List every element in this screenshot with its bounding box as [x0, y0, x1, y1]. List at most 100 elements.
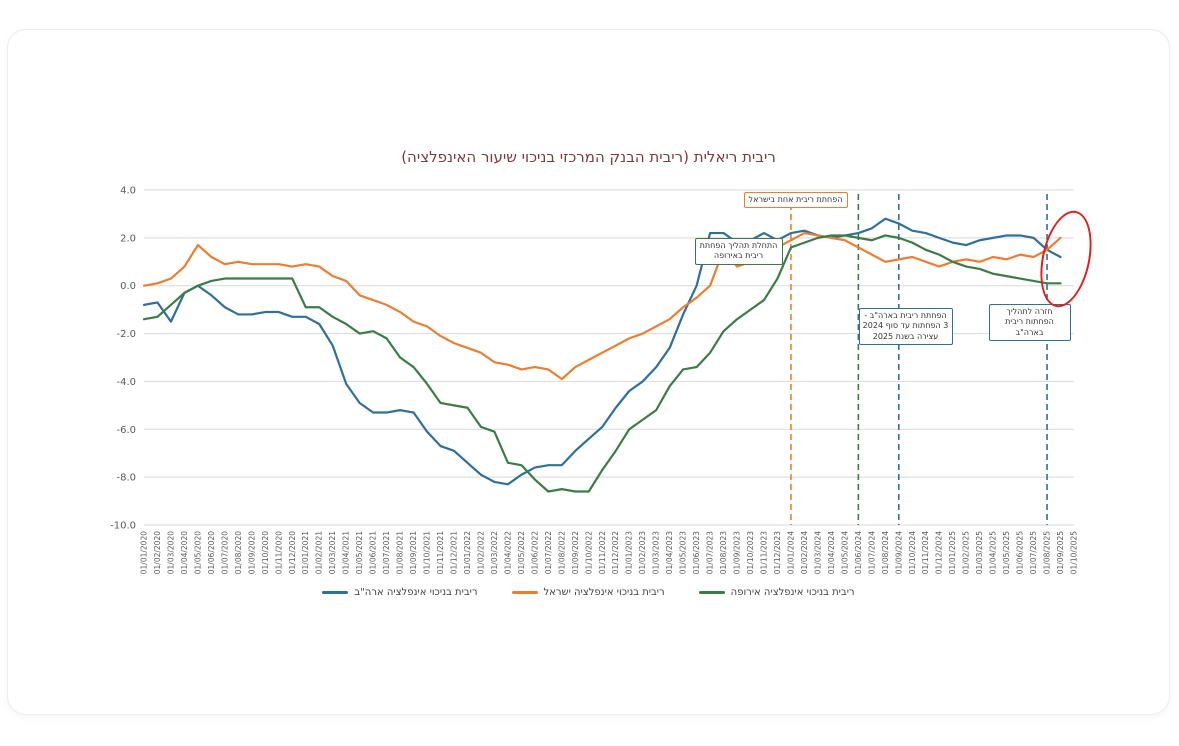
x-axis-tick: 01/10/2021	[422, 531, 431, 574]
x-axis-tick: 01/04/2020	[179, 531, 188, 574]
x-axis-tick: 01/07/2021	[382, 531, 391, 574]
series-line-israel	[142, 231, 1062, 381]
x-axis-tick: 01/07/2022	[543, 531, 552, 574]
x-axis-tick: 01/08/2020	[233, 531, 242, 574]
x-axis-tick: 01/09/2022	[570, 531, 579, 574]
y-axis-tick: -8.0	[116, 473, 136, 484]
legend-label-us: ריבית בניכוי אינפלציה ארה"ב	[354, 587, 478, 598]
x-axis-tick: 01/12/2024	[934, 531, 943, 574]
y-axis-tick: -6.0	[116, 425, 136, 436]
x-axis-tick: 01/09/2024	[894, 531, 903, 574]
x-axis-tick: 01/02/2023	[638, 531, 647, 574]
plot-wrap: 4.0 2.0 0.0 -2.0 -4.0 -6.0 -8.0 -10.0 01/01/2020…	[89, 180, 1100, 605]
x-axis-tick: 01/11/2023	[759, 531, 768, 574]
israel-line-marker-icon	[511, 591, 538, 594]
x-axis-tick: 01/10/2020	[260, 531, 269, 574]
x-axis-tick: 01/01/2023	[624, 531, 633, 574]
x-axis-tick: 01/07/2023	[705, 531, 714, 574]
x-axis-tick: 01/05/2023	[678, 531, 687, 574]
y-axis-tick: -10.0	[110, 521, 136, 532]
annotation-israel-rate-cut: הפחתת ריבית אחת בישראל	[743, 192, 848, 209]
us-line-marker-icon	[322, 591, 349, 594]
x-axis-tick: 01/06/2024	[853, 531, 862, 574]
y-axis-tick: 2.0	[120, 233, 136, 244]
line-chart: 4.0 2.0 0.0 -2.0 -4.0 -6.0 -8.0 -10.001/01/2020…	[110, 186, 1078, 575]
x-axis-tick: 01/11/2024	[921, 531, 930, 574]
x-axis-tick: 01/04/2021	[341, 531, 350, 574]
x-axis-tick: 01/10/2022	[584, 531, 593, 574]
x-axis-tick: 01/09/2021	[409, 531, 418, 574]
legend-label-israel: ריבית בניכוי אינפלציה ישראל	[543, 587, 665, 598]
x-axis-tick: 01/03/2022	[489, 531, 498, 574]
legend-item-israel: ריבית בניכוי אינפלציה ישראל	[511, 587, 665, 598]
x-axis-tick: 01/05/2024	[840, 531, 849, 574]
x-axis-tick: 01/05/2020	[193, 531, 202, 574]
x-axis-tick: 01/08/2021	[395, 531, 404, 574]
y-axis-tick: 4.0	[120, 186, 136, 197]
x-axis-tick: 01/10/2023	[746, 531, 755, 574]
x-axis-tick: 01/12/2022	[611, 531, 620, 574]
x-axis-tick: 01/08/2022	[557, 531, 566, 574]
y-axis-tick: -4.0	[116, 377, 136, 388]
x-axis-tick: 01/11/2022	[597, 531, 606, 574]
x-axis-tick: 01/07/2025	[1029, 531, 1038, 574]
chart-legend: ריבית בניכוי אינפלציה ארה"ב ריבית בניכוי…	[89, 587, 1089, 598]
x-axis-tick: 01/07/2020	[220, 531, 229, 574]
x-axis-tick: 01/11/2020	[274, 531, 283, 574]
x-axis-tick: 01/08/2025	[1042, 531, 1051, 574]
x-axis-tick: 01/12/2020	[287, 531, 296, 574]
x-axis-tick: 01/09/2025	[1056, 531, 1065, 574]
x-axis-tick: 01/04/2023	[665, 531, 674, 574]
x-axis-tick: 01/05/2021	[355, 531, 364, 574]
x-axis-tick: 01/01/2020	[139, 531, 148, 574]
x-axis-tick: 01/08/2023	[719, 531, 728, 574]
page-card: ריבית ריאלית (ריבית הבנק המרכזי בניכוי ש…	[8, 30, 1169, 714]
legend-label-europe: ריבית בניכוי אינפלציה אירופה	[730, 587, 855, 598]
x-axis-tick: 01/04/2025	[988, 531, 997, 574]
x-axis-tick: 01/06/2023	[692, 531, 701, 574]
x-axis-tick: 01/09/2023	[732, 531, 741, 574]
x-axis-tick: 01/03/2021	[328, 531, 337, 574]
x-axis-tick: 01/03/2023	[651, 531, 660, 574]
chart-area: ריבית ריאלית (ריבית הבנק המרכזי בניכוי ש…	[89, 30, 1100, 598]
annotation-us-rate-cuts-return: חזרה לתהליך הפחתות ריבית בארה"ב	[988, 304, 1071, 342]
x-axis-tick: 01/06/2022	[530, 531, 539, 574]
x-axis-tick: 01/05/2025	[1002, 531, 1011, 574]
x-axis-tick: 01/02/2020	[152, 531, 161, 574]
x-axis-tick: 01/01/2022	[462, 531, 471, 574]
x-axis-tick: 01/02/2025	[961, 531, 970, 574]
x-axis-tick: 01/05/2022	[516, 531, 525, 574]
annotation-us-rate-cuts-2024: הפחתת ריבית בארה"ב - 3 הפחתות עד סוף 202…	[858, 308, 953, 346]
x-axis-tick: 01/04/2022	[503, 531, 512, 574]
x-axis-tick: 01/02/2024	[799, 531, 808, 574]
x-axis-tick: 01/03/2020	[166, 531, 175, 574]
x-axis-tick: 01/10/2024	[907, 531, 916, 574]
x-axis-tick: 01/08/2024	[880, 531, 889, 574]
chart-title: ריבית ריאלית (ריבית הבנק המרכזי בניכוי ש…	[401, 148, 776, 166]
x-axis-tick: 01/07/2024	[867, 531, 876, 574]
x-axis-tick: 01/04/2024	[826, 531, 835, 574]
x-axis-tick: 01/12/2023	[772, 531, 781, 574]
x-axis-tick: 01/03/2025	[975, 531, 984, 574]
x-axis-tick: 01/02/2022	[476, 531, 485, 574]
legend-item-us: ריבית בניכוי אינפלציה ארה"ב	[322, 587, 478, 598]
x-axis-tick: 01/01/2024	[786, 531, 795, 574]
y-axis-tick: 0.0	[120, 281, 136, 292]
x-axis-tick: 01/10/2025	[1069, 531, 1078, 574]
x-axis-tick: 01/02/2021	[314, 531, 323, 574]
x-axis-tick: 01/06/2025	[1015, 531, 1024, 574]
x-axis-tick: 01/06/2020	[206, 531, 215, 574]
x-axis-tick: 01/01/2021	[301, 531, 310, 574]
x-axis-tick: 01/01/2025	[948, 531, 957, 574]
x-axis-tick: 01/09/2020	[247, 531, 256, 574]
europe-line-marker-icon	[698, 591, 725, 594]
annotation-europe-rate-cut-start: התחלת תהליך הפחתת ריבית באירופה	[694, 238, 783, 265]
legend-item-europe: ריבית בניכוי אינפלציה אירופה	[698, 587, 855, 598]
series-line-us	[142, 217, 1062, 486]
x-axis-tick: 01/03/2024	[813, 531, 822, 574]
x-axis-tick: 01/06/2021	[368, 531, 377, 574]
x-axis-tick: 01/12/2021	[449, 531, 458, 574]
y-axis-tick: -2.0	[116, 329, 136, 340]
x-axis-tick: 01/11/2021	[436, 531, 445, 574]
series-line-europe	[142, 234, 1062, 493]
